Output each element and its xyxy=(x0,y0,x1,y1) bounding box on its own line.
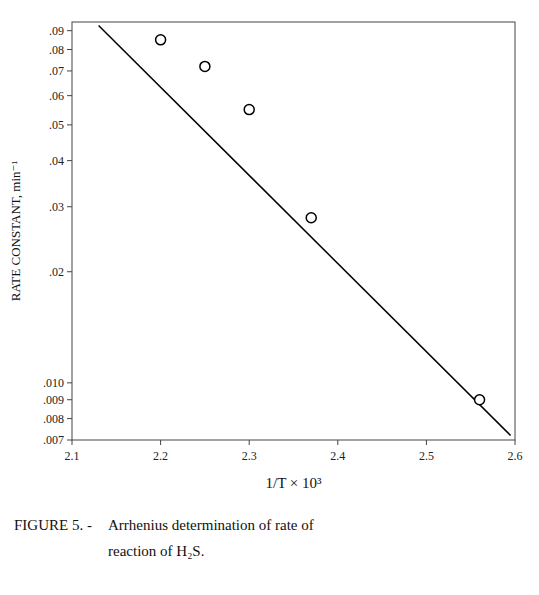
x-axis-label: 1/T × 10³ xyxy=(265,475,322,491)
y-tick xyxy=(67,70,72,71)
data xyxy=(99,25,511,435)
fit-line xyxy=(99,25,511,435)
y-tick xyxy=(67,399,72,400)
y-tick-label: .04 xyxy=(49,154,64,168)
x-tick xyxy=(337,440,338,445)
chart: .007 .008 .009 .010 .02 .03 .04 .05 .06 .07 .08 .09… xyxy=(0,0,539,595)
y-tick xyxy=(67,30,72,31)
y-tick xyxy=(67,124,72,125)
y-tick-label: .007 xyxy=(43,433,64,447)
x-tick-label: 2.4 xyxy=(330,449,345,463)
x-axis: 2.1 2.2 2.3 2.4 2.5 2.6 xyxy=(65,440,523,463)
x-tick xyxy=(515,440,516,445)
y-tick xyxy=(67,206,72,207)
y-tick xyxy=(67,271,72,272)
y-tick-label: .03 xyxy=(49,200,64,214)
y-tick xyxy=(67,160,72,161)
caption-text: reaction of H₂S. xyxy=(108,543,204,559)
caption: FIGURE 5. - Arrhenius determination of ra… xyxy=(14,517,314,559)
x-tick-label: 2.2 xyxy=(153,449,168,463)
x-tick-label: 2.6 xyxy=(508,449,523,463)
y-tick-label: .08 xyxy=(49,43,64,57)
data-point xyxy=(475,395,485,405)
x-tick-label: 2.5 xyxy=(419,449,434,463)
y-tick-label: .05 xyxy=(49,118,64,132)
y-tick xyxy=(67,440,72,441)
y-tick-label: .06 xyxy=(49,89,64,103)
y-tick xyxy=(67,418,72,419)
data-point xyxy=(156,35,166,45)
y-tick-label: .09 xyxy=(49,24,64,38)
data-point xyxy=(200,61,210,71)
plot-frame xyxy=(72,22,515,440)
caption-text: FIGURE 5. - xyxy=(14,517,92,533)
y-tick-label: .010 xyxy=(43,376,64,390)
caption-text: Arrhenius determination of rate of xyxy=(108,517,314,533)
y-tick xyxy=(67,49,72,50)
x-tick-label: 2.1 xyxy=(65,449,80,463)
x-tick xyxy=(249,440,250,445)
y-axis-label: RATE CONSTANT, min⁻¹ xyxy=(8,161,23,302)
y-tick-label: .02 xyxy=(49,265,64,279)
x-tick xyxy=(160,440,161,445)
x-tick xyxy=(426,440,427,445)
y-tick-label: .008 xyxy=(43,412,64,426)
y-tick-label: .009 xyxy=(43,393,64,407)
data-point xyxy=(306,213,316,223)
y-tick xyxy=(67,95,72,96)
x-tick-label: 2.3 xyxy=(242,449,257,463)
y-tick-label: .07 xyxy=(49,64,64,78)
y-tick xyxy=(67,382,72,383)
y-axis: .007 .008 .009 .010 .02 .03 .04 .05 .06 .07 .08 .09 xyxy=(43,24,72,447)
page: {"chart_data": { "type": "scatter", "log… xyxy=(0,0,539,595)
data-point xyxy=(244,105,254,115)
x-tick xyxy=(72,440,73,445)
